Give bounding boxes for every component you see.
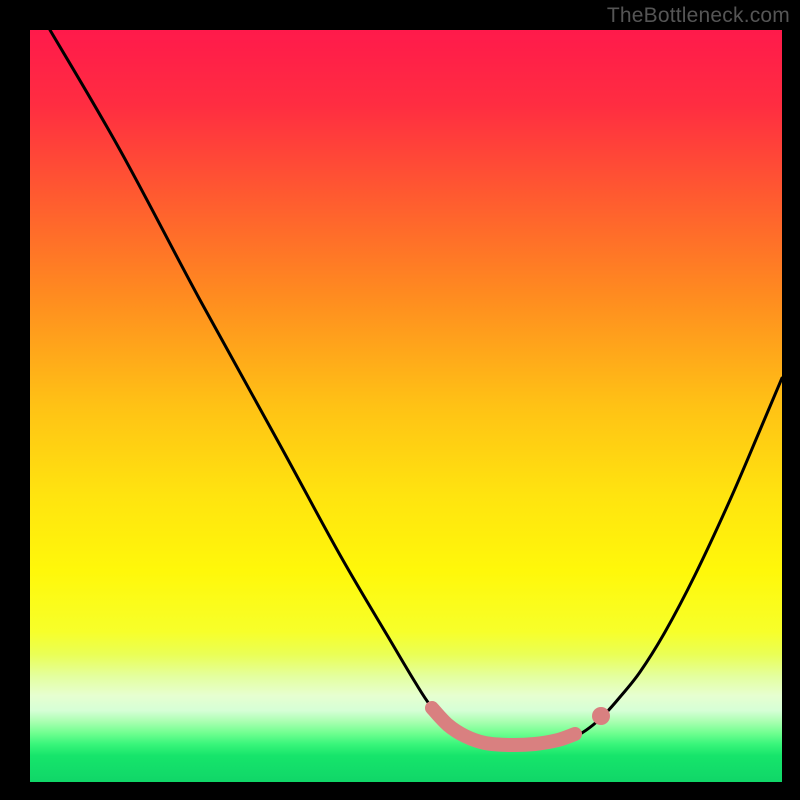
bottleneck-chart-svg: [0, 0, 800, 800]
watermark-text: TheBottleneck.com: [607, 4, 790, 28]
optimal-point-marker: [592, 707, 610, 725]
chart-stage: TheBottleneck.com: [0, 0, 800, 800]
